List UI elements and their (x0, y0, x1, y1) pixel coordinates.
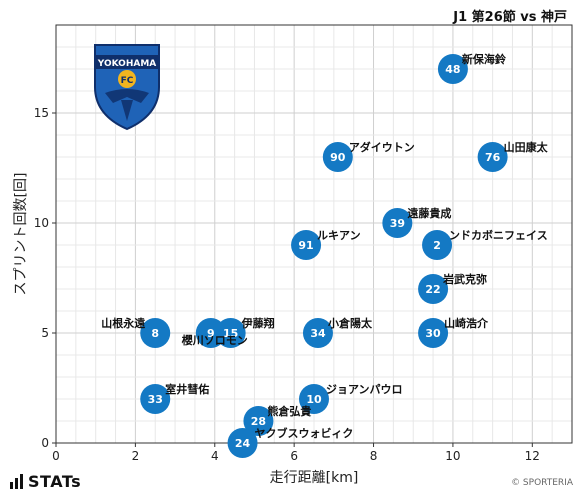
y-tick-label: 15 (34, 106, 49, 120)
scatter-point: 48 (437, 54, 468, 84)
point-marker (243, 406, 274, 436)
point-marker (437, 54, 468, 84)
stats-brand-text: STATs (28, 472, 82, 491)
point-number-label: 39 (390, 217, 405, 230)
plot-frame (55, 24, 573, 444)
point-number-label: 2 (433, 239, 441, 252)
x-tick-label: 8 (370, 449, 378, 463)
point-marker (477, 142, 508, 172)
point-name-label: ルキアン (317, 229, 361, 242)
point-number-label: 30 (425, 327, 441, 340)
point-name-label: アダイウトン (349, 140, 415, 154)
y-axis-title: スプリント回数[回] (13, 173, 29, 296)
point-number-label: 8 (151, 327, 159, 340)
scatter-point: 10 (299, 384, 329, 414)
scatter-point: 91 (291, 230, 322, 260)
scatter-point: 8 (140, 318, 171, 348)
point-number-label: 91 (298, 239, 313, 252)
point-number-label: 10 (306, 393, 322, 406)
x-axis-title: 走行距離[km] (270, 469, 359, 486)
point-name-label: 山田康太 (504, 140, 549, 154)
copyright-text: © SPORTERIA (511, 478, 573, 488)
point-marker (299, 384, 329, 414)
point-name-label: 熊倉弘貴 (267, 404, 311, 418)
point-number-label: 33 (148, 393, 163, 406)
point-name-label: 山崎浩介 (444, 316, 489, 330)
point-name-label: 小倉陽太 (327, 316, 373, 330)
point-name-label: 新保海鈴 (462, 52, 507, 66)
point-name-label: 遠藤貴成 (407, 206, 451, 220)
scatter-point: 15 (215, 318, 246, 348)
point-marker (422, 230, 453, 260)
point-layer: 4890 763991 2228 9 15 34 3033 102824新保海鈴アダイウトン山… (101, 52, 549, 458)
point-marker (291, 230, 322, 260)
scatter-point: 22 (418, 274, 449, 304)
point-number-label: 15 (223, 327, 238, 340)
x-tick-label: 4 (211, 449, 219, 463)
point-name-label: ンドカボニフェイス (449, 228, 548, 242)
stats-brand-logo: STATs (10, 472, 81, 491)
scatter-point: 34 (302, 318, 333, 348)
point-marker (215, 318, 246, 348)
point-marker (140, 318, 171, 348)
point-number-label: 90 (330, 151, 346, 164)
point-name-label: ヤクブスウォビィク (255, 426, 354, 440)
x-tick-label: 0 (52, 449, 60, 463)
point-number-label: 48 (445, 63, 460, 76)
axis-layer: 走行距離[km] スプリント回数[回] (13, 24, 573, 486)
point-marker (322, 142, 353, 172)
x-tick-label: 6 (290, 449, 298, 463)
scatter-point: 39 (382, 208, 413, 238)
point-marker (418, 274, 449, 304)
logo-band (95, 55, 159, 69)
y-tick-label: 0 (41, 436, 49, 450)
point-name-label: 伊藤翔 (241, 316, 275, 330)
point-name-label: ジョアンパウロ (326, 383, 403, 396)
x-tick-label: 12 (525, 449, 540, 463)
x-tick-label: 2 (132, 449, 140, 463)
scatter-point: 2 (422, 230, 453, 260)
point-marker (418, 318, 449, 348)
x-tick-label: 10 (445, 449, 460, 463)
y-tick-label: 5 (41, 326, 49, 340)
scatter-point: 28 (243, 406, 274, 436)
team-logo: YOKOHAMA FC (94, 44, 160, 131)
logo-emblem (118, 70, 136, 88)
logo-text-line1: YOKOHAMA (97, 59, 157, 69)
point-marker (140, 384, 171, 414)
point-number-label: 76 (485, 151, 501, 164)
y-tick-label: 10 (34, 216, 49, 230)
stats-bars-icon (10, 474, 23, 489)
point-number-label: 9 (207, 327, 215, 340)
point-name-label: 岩武克弥 (442, 272, 487, 286)
point-number-label: 34 (310, 327, 326, 340)
point-marker (302, 318, 333, 348)
scatter-point: 30 (418, 318, 449, 348)
logo-phoenix-icon (105, 89, 149, 121)
point-name-label: 櫻川ソロモン (181, 333, 248, 347)
scatter-point: 24 (227, 428, 258, 458)
point-number-label: 22 (425, 283, 440, 296)
scatter-point: 76 (477, 142, 508, 172)
chart-header-title: J1 第26節 vs 神戸 (453, 10, 567, 25)
logo-text-line2: FC (121, 76, 134, 86)
scatter-point: 33 (140, 384, 171, 414)
point-name-label: 山根永遠 (101, 316, 145, 330)
scatter-point: 90 (322, 142, 353, 172)
point-number-label: 28 (251, 415, 266, 428)
point-marker (382, 208, 413, 238)
point-number-label: 24 (235, 437, 251, 450)
point-name-label: 室井彗佑 (165, 382, 209, 396)
point-marker (227, 428, 258, 458)
